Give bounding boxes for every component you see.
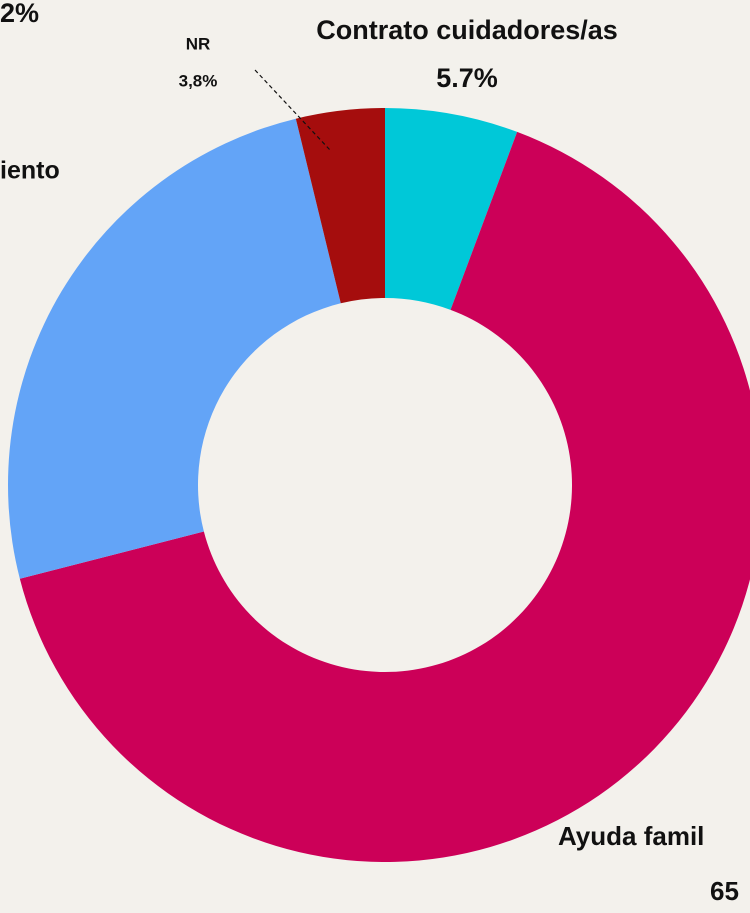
value-label: 5.7% bbox=[436, 63, 498, 93]
slice-label: Contrato cuidadores/as bbox=[316, 15, 618, 45]
slice bbox=[19, 131, 750, 862]
value-label: 3,8% bbox=[179, 71, 218, 90]
slice-label: NR bbox=[186, 34, 211, 53]
slice bbox=[7, 118, 341, 579]
slice-label: iento bbox=[0, 157, 60, 185]
slice bbox=[295, 108, 385, 304]
annotation: 2% bbox=[0, 0, 39, 28]
slice bbox=[385, 108, 518, 310]
value-label: 65 bbox=[710, 876, 739, 906]
donut bbox=[7, 108, 750, 862]
leader-line bbox=[254, 69, 331, 151]
slice-label: Ayuda famil bbox=[558, 821, 704, 851]
